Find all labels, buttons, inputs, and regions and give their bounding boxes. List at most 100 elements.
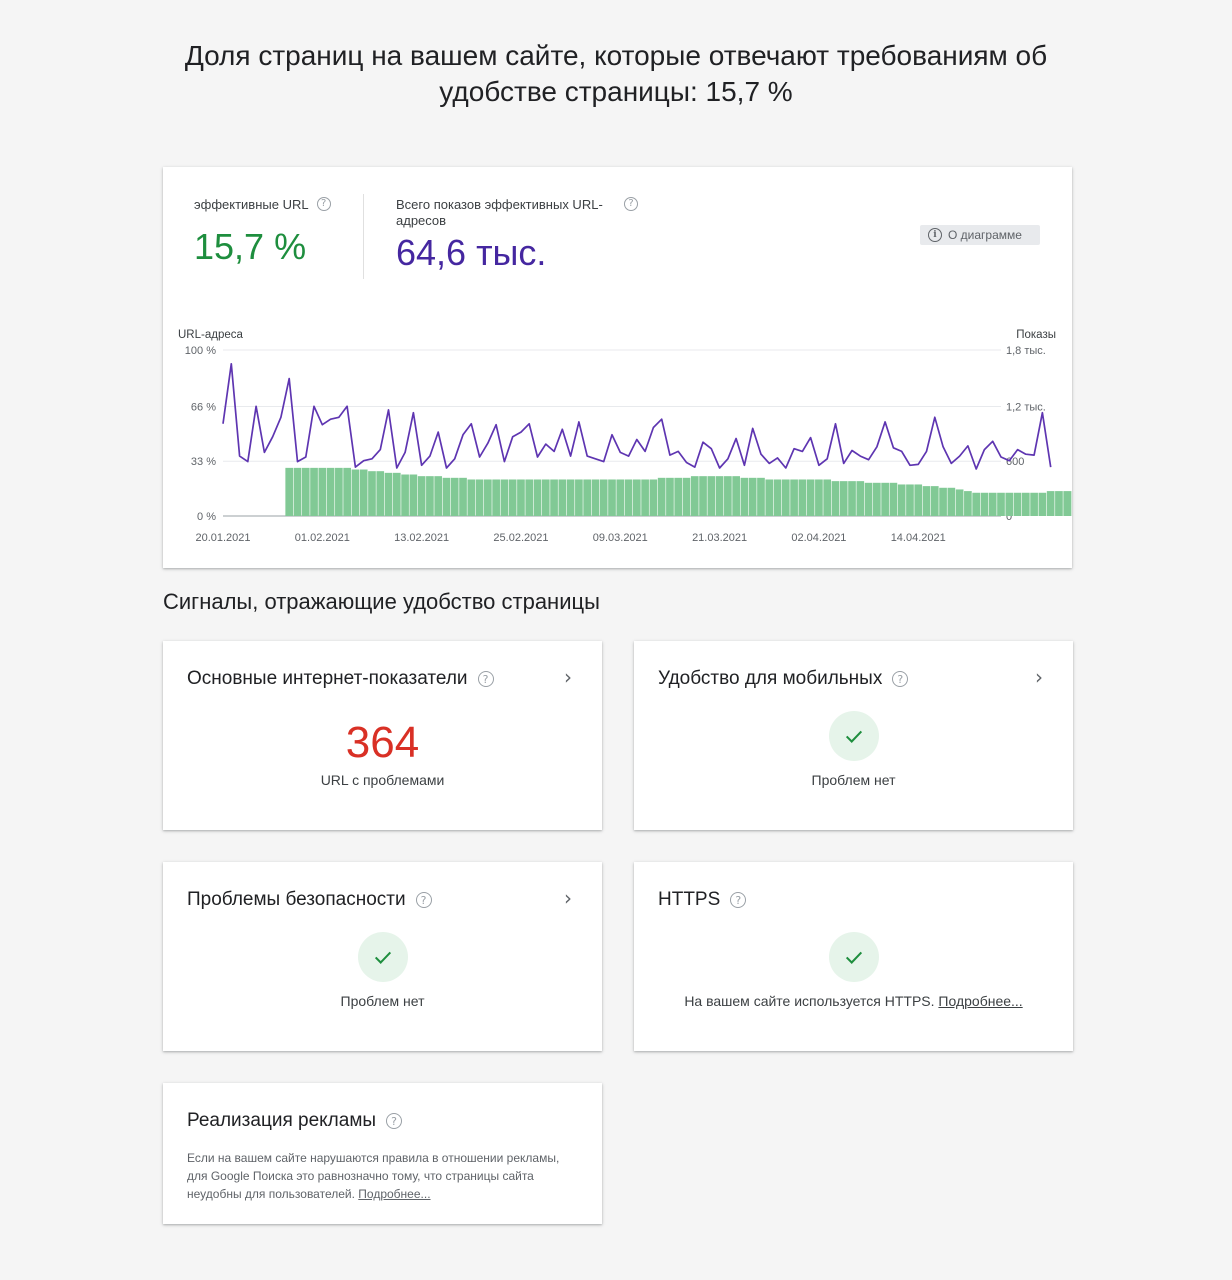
bar <box>293 467 302 516</box>
metric-good-urls[interactable]: эффективные URL? 15,7 % <box>194 197 331 269</box>
bar <box>980 492 989 516</box>
chevron-right-icon[interactable]: › <box>564 886 572 910</box>
bar <box>773 479 782 516</box>
y-left-tick-label: 33 % <box>191 456 216 468</box>
tile-ad-experience: Реализация рекламы? Если на вашем сайте … <box>163 1083 602 1224</box>
bar <box>964 491 972 516</box>
metric-good-urls-value: 15,7 % <box>194 226 307 267</box>
bar <box>359 469 368 516</box>
tile-title: HTTPS <box>658 889 721 910</box>
bar <box>459 477 467 516</box>
bar <box>632 479 641 516</box>
bar <box>326 467 335 516</box>
status-text: Проблем нет <box>811 772 896 788</box>
help-icon[interactable]: ? <box>892 671 909 687</box>
bar <box>947 487 956 516</box>
check-icon <box>357 932 408 982</box>
bar <box>856 481 865 516</box>
about-chart-label: О диаграмме <box>948 228 1022 242</box>
bar <box>550 479 558 516</box>
bar <box>972 492 981 516</box>
bar <box>467 479 476 516</box>
help-icon[interactable]: ? <box>624 197 638 211</box>
learn-more-link[interactable]: Подробнее... <box>358 1187 431 1201</box>
tile-title: Основные интернет-показатели <box>187 668 468 689</box>
page-title: Доля страниц на вашем сайте, которые отв… <box>184 40 1048 107</box>
tile-security-issues[interactable]: Проблемы безопасности? › Проблем нет <box>163 862 602 1051</box>
bar <box>715 476 724 516</box>
bar <box>450 477 459 516</box>
bar <box>988 492 997 516</box>
bar <box>376 471 385 516</box>
ads-description: Если на вашем сайте нарушаются правила в… <box>187 1151 560 1201</box>
help-icon[interactable]: ? <box>386 1113 403 1129</box>
summary-chart-card: эффективные URL? 15,7 % Всего показов эф… <box>163 167 1072 568</box>
bar <box>525 479 534 516</box>
bar <box>939 487 947 516</box>
tile-core-web-vitals[interactable]: Основные интернет-показатели? › 364 URL … <box>163 641 602 830</box>
bar <box>906 484 914 516</box>
bar <box>624 479 633 516</box>
tile-mobile-usability[interactable]: Удобство для мобильных? › Проблем нет <box>634 641 1073 830</box>
metric-impressions-value: 64,6 тыс. <box>396 232 547 273</box>
bar <box>492 479 500 516</box>
bar <box>1005 492 1014 516</box>
bar <box>384 472 393 516</box>
metric-impressions[interactable]: Всего показов эффективных URL-адресов? 6… <box>396 197 646 275</box>
bar <box>815 479 823 516</box>
y-left-tick-label: 0 % <box>197 511 216 523</box>
bar <box>517 479 525 516</box>
bar <box>1063 491 1072 516</box>
bar <box>781 479 790 516</box>
help-icon[interactable]: ? <box>730 892 747 908</box>
y-right-tick-label: 1,8 тыс. <box>1006 345 1046 357</box>
bar <box>1038 492 1047 516</box>
bar <box>608 479 616 516</box>
bar <box>401 474 409 516</box>
section-title: Сигналы, отражающие удобство страницы <box>163 589 600 614</box>
chevron-right-icon[interactable]: › <box>564 665 572 689</box>
bar <box>707 476 716 516</box>
chevron-right-icon[interactable]: › <box>1035 665 1043 689</box>
bar <box>1055 491 1063 516</box>
x-tick-label: 14.04.2021 <box>891 532 946 544</box>
performance-chart[interactable]: 100 % 1,8 тыс. 66 % 1,2 тыс. 33 % 600 0 % 0 URL-… <box>163 167 1072 568</box>
x-tick-label: 25.02.2021 <box>493 532 548 544</box>
bar <box>1021 492 1030 516</box>
bar <box>616 479 625 516</box>
help-icon[interactable]: ? <box>316 197 331 211</box>
bar <box>318 467 327 516</box>
bar <box>599 479 608 516</box>
metric-divider <box>363 194 364 279</box>
bar <box>748 477 757 516</box>
x-tick-label: 20.01.2021 <box>195 532 250 544</box>
y-right-axis-label: Показы <box>1016 329 1056 341</box>
y-left-axis-label: URL-адреса <box>178 329 243 341</box>
info-icon: i <box>928 228 942 242</box>
check-icon <box>828 711 879 761</box>
help-icon[interactable]: ? <box>477 671 494 687</box>
bar <box>285 467 294 516</box>
help-icon[interactable]: ? <box>415 892 432 908</box>
x-tick-label: 13.02.2021 <box>394 532 449 544</box>
bar <box>484 479 492 516</box>
learn-more-link[interactable]: Подробнее... <box>938 993 1023 1009</box>
check-icon <box>828 932 879 982</box>
bar <box>881 482 889 516</box>
bar <box>798 479 807 516</box>
tile-title: Реализация рекламы <box>187 1110 377 1131</box>
bar <box>765 479 774 516</box>
bar <box>649 479 658 516</box>
bar <box>699 476 707 516</box>
about-chart-button[interactable]: i О диаграмме <box>920 225 1040 245</box>
bar <box>914 484 923 516</box>
y-right-tick-label: 0 <box>1006 511 1012 523</box>
bar <box>806 479 815 516</box>
bar <box>426 476 434 516</box>
x-tick-label: 02.04.2021 <box>791 532 846 544</box>
bar <box>873 482 881 516</box>
bar <box>343 467 351 516</box>
bar <box>831 481 840 516</box>
status-text: Проблем нет <box>340 993 425 1009</box>
bar <box>1046 491 1055 516</box>
